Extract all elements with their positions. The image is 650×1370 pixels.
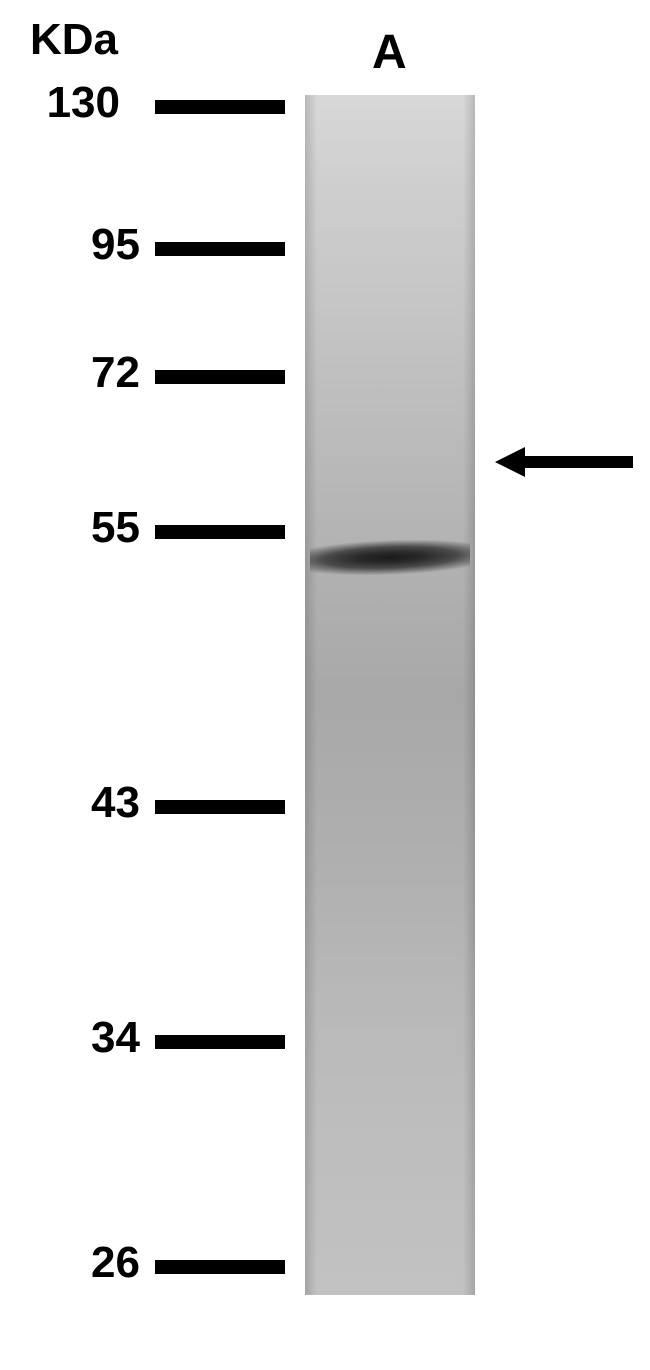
western-blot-figure: KDa A 130 95 72 55 43 34 26 [0,0,650,1370]
tick-mark-130 [155,100,285,114]
mw-label-34: 34 [40,1013,140,1063]
arrow-line [523,456,633,468]
tick-mark-26 [155,1260,285,1274]
mw-label-95: 95 [40,220,140,270]
tick-mark-95 [155,242,285,256]
mw-label-26: 26 [40,1238,140,1288]
tick-mark-43 [155,800,285,814]
tick-mark-55 [155,525,285,539]
unit-label: KDa [30,15,118,65]
arrow-head-icon [495,447,525,477]
mw-label-72: 72 [40,348,140,398]
mw-label-130: 130 [20,78,120,128]
gel-lane-a [305,95,475,1295]
mw-label-55: 55 [40,503,140,553]
tick-mark-34 [155,1035,285,1049]
protein-band-0 [310,537,470,578]
mw-label-43: 43 [40,778,140,828]
lane-label-a: A [372,25,407,80]
tick-mark-72 [155,370,285,384]
gel-background [305,95,475,1295]
